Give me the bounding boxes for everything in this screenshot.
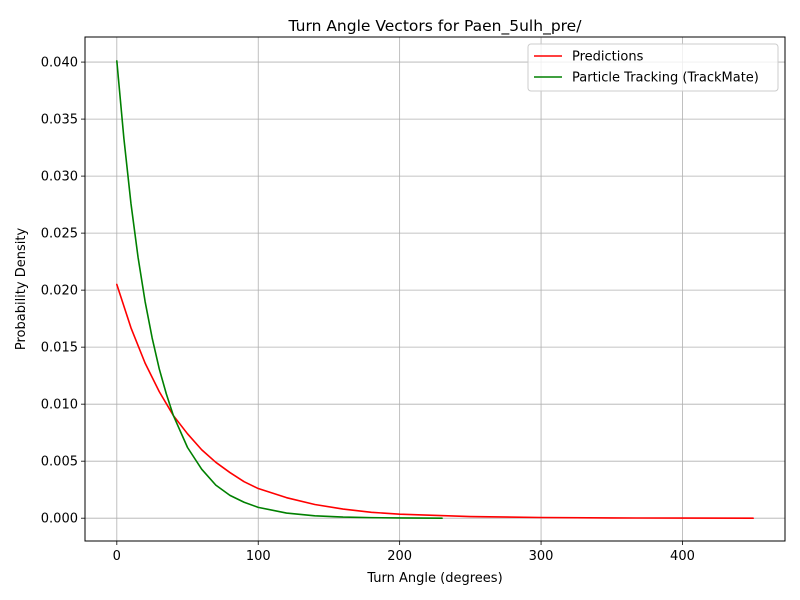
- x-tick-label: 100: [246, 549, 271, 564]
- y-axis-label: Probability Density: [14, 228, 29, 351]
- legend-label-particle-tracking: Particle Tracking (TrackMate): [572, 71, 759, 86]
- series-line-particle-tracking-trackmate: [116, 60, 443, 519]
- y-tick-label: 0.015: [41, 341, 78, 356]
- y-tick-label: 0.005: [41, 455, 78, 470]
- legend-label-predictions: Predictions: [572, 50, 644, 65]
- x-tick-label: 200: [387, 549, 412, 564]
- grid-lines: [85, 37, 785, 541]
- x-tick-label: 400: [670, 549, 695, 564]
- legend: Predictions Particle Tracking (TrackMate…: [527, 43, 779, 92]
- axis-ticks: 0 100 200 300 400 0.000 0.005 0.010 0.015 0.020 0.…: [41, 56, 695, 564]
- y-tick-label: 0.010: [41, 398, 78, 413]
- y-tick-label: 0.030: [41, 170, 78, 185]
- x-tick-label: 0: [113, 549, 121, 564]
- data-series: [116, 60, 754, 519]
- chart-title: Turn Angle Vectors for Paen_5ulh_pre/: [288, 17, 583, 36]
- y-tick-label: 0.035: [41, 113, 78, 128]
- y-tick-label: 0.000: [41, 512, 78, 527]
- series-line-predictions: [116, 283, 754, 519]
- y-tick-label: 0.040: [41, 56, 78, 71]
- x-axis-label: Turn Angle (degrees): [366, 571, 502, 586]
- plot-area-frame: [84, 36, 786, 542]
- y-tick-label: 0.025: [41, 227, 78, 242]
- y-tick-label: 0.020: [41, 284, 78, 299]
- legend-box: [527, 43, 779, 92]
- x-tick-label: 300: [529, 549, 554, 564]
